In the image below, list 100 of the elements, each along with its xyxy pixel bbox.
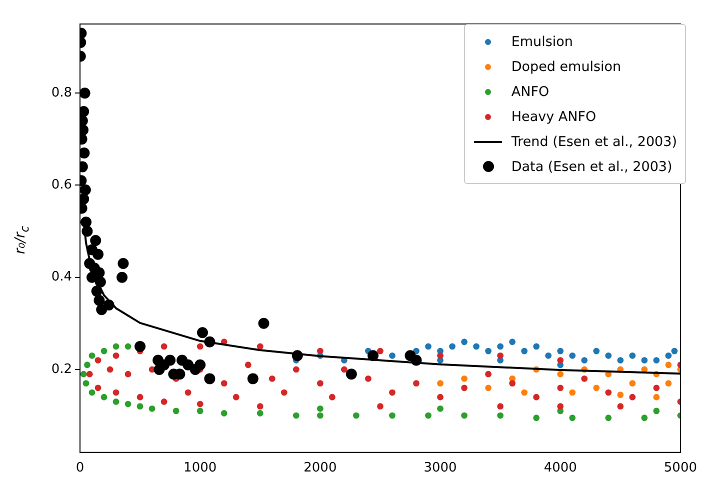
point	[425, 412, 432, 419]
point	[244, 362, 252, 368]
point	[341, 366, 348, 373]
point	[116, 272, 128, 283]
point	[521, 348, 528, 354]
point	[497, 412, 504, 419]
point	[124, 370, 132, 378]
point	[232, 394, 240, 400]
point	[377, 348, 384, 354]
point	[80, 216, 92, 228]
x-tick-label: 1000	[184, 460, 217, 476]
legend-label: Heavy ANFO	[511, 108, 596, 124]
point	[164, 354, 176, 366]
point	[569, 414, 576, 422]
x-tick-label: 5000	[664, 460, 698, 476]
point	[605, 389, 612, 396]
point	[653, 384, 660, 392]
point	[94, 357, 102, 364]
point	[449, 343, 456, 350]
point	[437, 352, 444, 359]
point	[196, 400, 204, 408]
point	[196, 343, 204, 350]
point	[258, 318, 270, 329]
point	[80, 370, 87, 378]
point	[100, 348, 108, 354]
point	[86, 272, 98, 283]
point	[80, 184, 91, 196]
point	[92, 248, 104, 260]
point	[605, 352, 612, 359]
point	[80, 147, 90, 158]
point	[557, 403, 564, 410]
point	[353, 412, 360, 419]
point	[665, 362, 672, 368]
point	[220, 380, 228, 387]
point	[134, 340, 146, 352]
legend-label: ANFO	[511, 84, 550, 100]
point	[94, 294, 105, 306]
point	[485, 370, 492, 378]
point	[581, 357, 588, 364]
point	[103, 299, 114, 310]
point	[617, 392, 624, 398]
point	[557, 357, 564, 364]
point	[112, 389, 120, 396]
legend-label: Emulsion	[511, 34, 573, 50]
point	[106, 366, 114, 373]
y-tick-label: 0.8	[51, 85, 72, 100]
point	[124, 343, 132, 350]
point	[389, 412, 396, 419]
point	[148, 405, 156, 412]
point	[160, 398, 168, 405]
point	[389, 389, 396, 396]
point	[533, 394, 540, 400]
point	[593, 348, 600, 354]
point	[617, 403, 624, 410]
legend-label: Trend (Esen et al., 2003)	[511, 134, 677, 150]
point	[100, 394, 108, 400]
point	[368, 350, 379, 362]
point	[136, 394, 144, 400]
point	[316, 412, 324, 419]
point	[124, 400, 132, 408]
point	[112, 343, 120, 350]
point	[190, 364, 201, 375]
point	[94, 276, 106, 288]
point	[461, 384, 468, 392]
point	[629, 394, 636, 400]
point	[653, 408, 660, 414]
x-tick-label: 2000	[304, 460, 337, 476]
point	[84, 362, 90, 368]
point	[485, 348, 492, 354]
point	[80, 88, 90, 99]
point	[82, 226, 93, 237]
point	[557, 384, 564, 392]
point	[256, 403, 264, 410]
point	[617, 357, 624, 364]
point	[118, 258, 129, 270]
point	[256, 343, 264, 350]
point	[641, 414, 648, 422]
point	[509, 338, 516, 346]
point	[557, 348, 564, 354]
y-tick-label: 0.2	[51, 362, 72, 377]
point	[389, 352, 396, 359]
point	[461, 338, 468, 346]
point	[497, 352, 504, 359]
point	[497, 403, 504, 410]
point	[280, 389, 288, 396]
point	[665, 380, 672, 387]
point	[497, 343, 504, 350]
point	[82, 380, 90, 387]
point	[581, 375, 588, 382]
point	[665, 352, 672, 359]
point	[88, 352, 96, 359]
point	[509, 380, 516, 387]
point	[112, 352, 120, 359]
point	[316, 380, 324, 387]
point	[90, 235, 102, 246]
point	[437, 394, 444, 400]
point	[136, 403, 144, 410]
point	[112, 398, 120, 405]
point	[247, 373, 258, 384]
point	[569, 352, 576, 359]
